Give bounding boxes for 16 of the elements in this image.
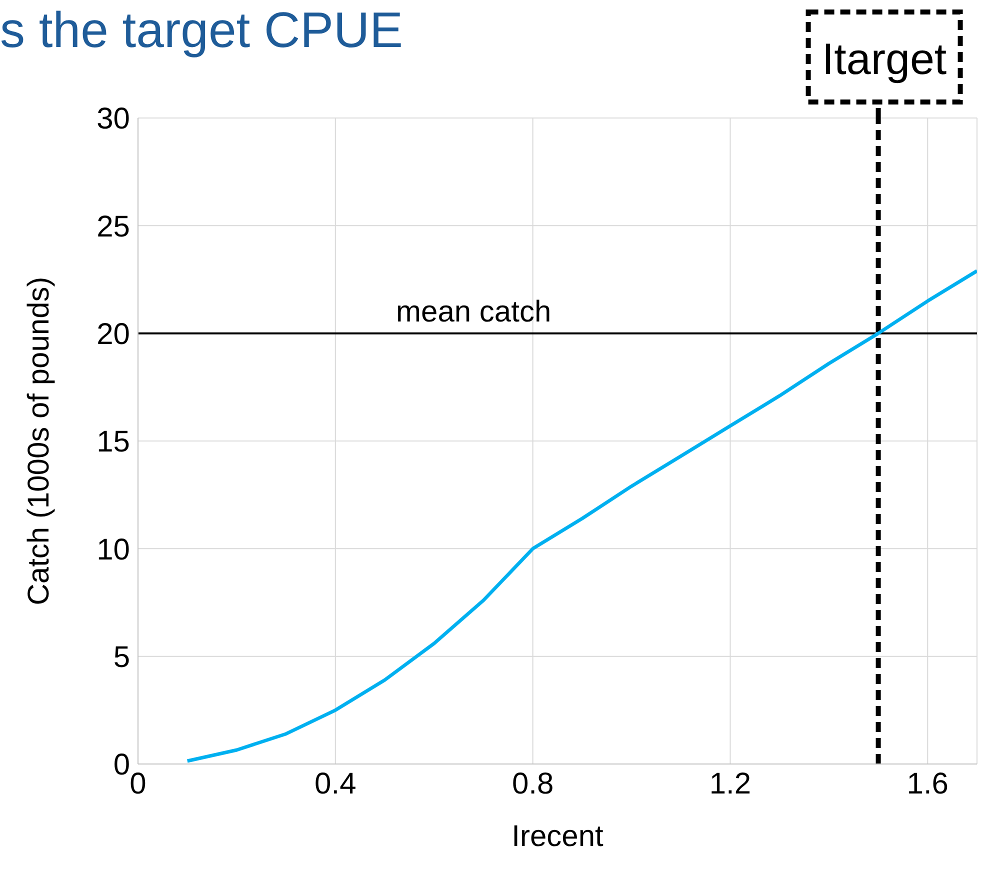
- ref-line-label: Itarget: [822, 35, 947, 84]
- x-axis-title: Irecent: [512, 820, 604, 853]
- y-axis-title: Catch (1000s of pounds): [22, 276, 56, 606]
- chart-title: s the target CPUE: [0, 1, 403, 60]
- y-tick-label: 10: [96, 533, 130, 566]
- x-tick-label: 1.6: [906, 767, 949, 800]
- line-series: [186, 269, 977, 763]
- y-tick-label: 25: [96, 210, 130, 244]
- y-tick-label: 30: [96, 102, 130, 136]
- y-tick-label: 20: [96, 318, 130, 351]
- y-tick-label: 5: [113, 640, 130, 674]
- y-tick-label: 15: [96, 426, 130, 459]
- x-tick-label: 0.8: [512, 767, 554, 800]
- x-tick-label: 1.2: [709, 767, 752, 800]
- x-tick-label: 0.4: [314, 767, 356, 800]
- ref-line-label: mean catch: [396, 295, 552, 328]
